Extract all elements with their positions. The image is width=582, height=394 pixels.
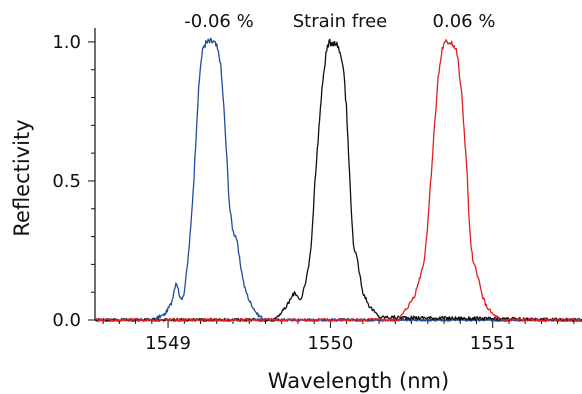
x-axis-title: Wavelength (nm) xyxy=(268,369,449,393)
y-tick-label: 1.0 xyxy=(52,32,81,53)
x-tick-label: 1549 xyxy=(145,333,191,354)
annotation-minus-strain: -0.06 % xyxy=(184,11,253,32)
y-tick-label: 0.0 xyxy=(52,310,81,331)
y-axis-title: Reflectivity xyxy=(10,119,34,236)
y-tick-label: 0.5 xyxy=(52,171,81,192)
series-line-2 xyxy=(94,39,582,322)
ticks: 0.0 0.5 1.0 1549 1550 1551 xyxy=(52,32,575,354)
series-line-1 xyxy=(94,38,582,322)
x-tick-label: 1551 xyxy=(470,333,516,354)
series-line-0 xyxy=(94,37,582,322)
labels: Wavelength (nm) Reflectivity -0.06 % Str… xyxy=(10,11,495,393)
axes xyxy=(94,28,582,321)
annotation-strain-free: Strain free xyxy=(293,11,388,32)
series-lines xyxy=(94,37,582,322)
annotation-plus-strain: 0.06 % xyxy=(433,11,496,32)
x-tick-label: 1550 xyxy=(307,333,353,354)
